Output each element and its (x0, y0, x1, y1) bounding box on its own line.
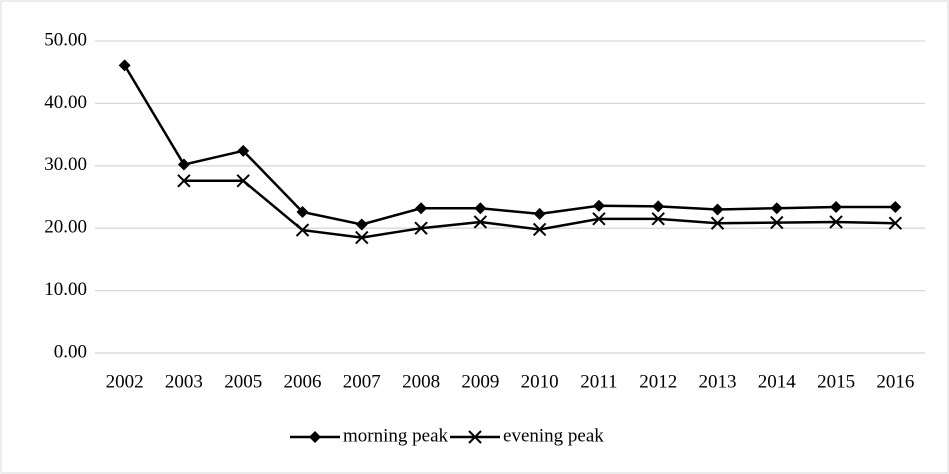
marker (770, 202, 783, 215)
marker (592, 212, 606, 226)
marker (533, 207, 546, 220)
x-tick-label: 2010 (521, 371, 559, 392)
y-tick-label: 0.00 (54, 341, 87, 362)
legend-marker (309, 431, 321, 443)
legend-label: morning peak (343, 425, 449, 446)
marker (236, 174, 250, 188)
marker (888, 216, 903, 230)
marker (829, 215, 843, 229)
x-tick-label: 2008 (402, 371, 440, 392)
y-tick-label: 40.00 (44, 92, 87, 113)
marker (295, 223, 310, 237)
x-tick-label: 2006 (284, 371, 322, 392)
marker (355, 230, 369, 245)
x-tick-label: 2016 (876, 371, 914, 392)
marker (473, 215, 488, 229)
legend-label: evening peak (503, 425, 604, 446)
marker (710, 216, 725, 230)
x-tick-label: 2009 (461, 371, 499, 392)
x-tick-label: 2007 (343, 371, 381, 392)
legend-marker (468, 430, 482, 444)
x-tick-label: 2002 (106, 371, 144, 392)
x-tick-label: 2012 (639, 371, 677, 392)
y-tick-label: 20.00 (44, 217, 87, 238)
marker (118, 59, 131, 72)
marker (237, 144, 250, 157)
x-tick-label: 2014 (758, 371, 797, 392)
marker (177, 158, 190, 171)
y-tick-label: 10.00 (44, 279, 87, 300)
marker (652, 200, 665, 213)
x-tick-label: 2013 (699, 371, 737, 392)
marker (414, 221, 428, 235)
x-tick-label: 2015 (817, 371, 855, 392)
marker (177, 174, 191, 188)
x-tick-label: 2003 (165, 371, 203, 392)
y-tick-label: 30.00 (44, 154, 87, 175)
series-line (123, 64, 896, 226)
marker (889, 200, 902, 213)
marker (532, 222, 547, 237)
marker (355, 218, 368, 231)
marker (296, 205, 309, 218)
marker (711, 203, 724, 216)
y-tick-label: 50.00 (44, 29, 87, 50)
marker (474, 202, 487, 215)
marker (415, 202, 428, 215)
x-tick-label: 2011 (580, 371, 617, 392)
marker (651, 212, 665, 226)
marker (770, 215, 784, 230)
marker (592, 199, 605, 212)
marker (830, 200, 843, 213)
x-tick-label: 2005 (224, 371, 262, 392)
